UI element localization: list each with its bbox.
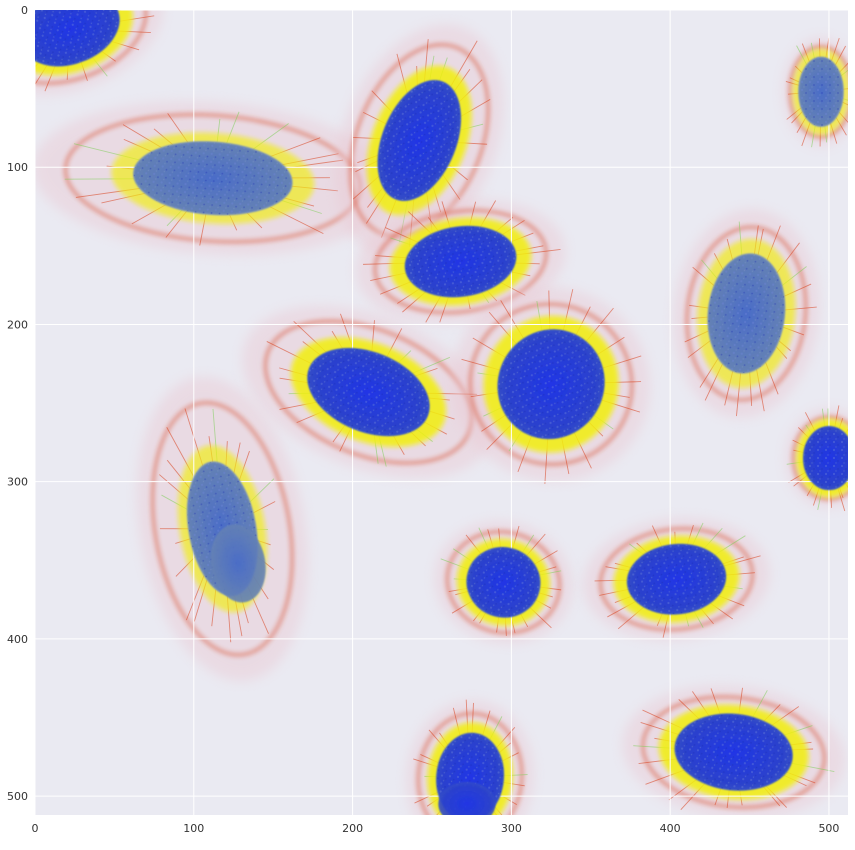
cell-filament-ring	[641, 695, 826, 809]
cell-nucleus	[307, 347, 430, 437]
cell-nucleus	[133, 141, 293, 216]
cell-nuclei-layer	[35, 10, 848, 815]
cell-nucleus	[466, 546, 541, 618]
x-tick-label: 100	[183, 822, 204, 835]
y-tick-label: 300	[7, 476, 28, 489]
y-tick-label: 0	[21, 4, 28, 17]
y-tick-label: 500	[7, 790, 28, 803]
cell-filament-ring	[35, 10, 148, 85]
x-tick-label: 0	[32, 822, 39, 835]
x-tick-label: 400	[660, 822, 681, 835]
cell-nucleus	[404, 225, 517, 298]
cell-nucleus	[497, 329, 605, 440]
x-tick-label: 200	[342, 822, 363, 835]
cell-nucleus	[707, 253, 786, 374]
cell-filament-ring	[788, 45, 848, 139]
cell-nucleus	[35, 10, 120, 67]
cell-nucleus	[626, 543, 727, 615]
x-tick-label: 500	[818, 822, 839, 835]
cell-nucleus-lobe	[438, 781, 496, 815]
cell-nucleus	[377, 80, 462, 201]
cell-filament-ring	[416, 712, 524, 815]
cell-nucleus	[798, 56, 844, 127]
x-tick-label: 300	[501, 822, 522, 835]
cell-nucleus	[802, 426, 848, 491]
cell-filament-ring	[685, 225, 808, 402]
y-tick-label: 400	[7, 633, 28, 646]
x-axis: 0 100 200 300 400 500	[32, 822, 840, 835]
y-tick-label: 100	[7, 161, 28, 174]
cell-filament-ring	[373, 208, 548, 315]
cell-filament-ring	[598, 527, 755, 632]
y-axis: 0 100 200 300 400 500	[7, 4, 28, 803]
cell-filament-ring	[151, 401, 294, 657]
cell-nucleus-lobe	[210, 524, 266, 603]
y-tick-label: 200	[7, 318, 28, 331]
cell-nucleus	[674, 713, 793, 791]
